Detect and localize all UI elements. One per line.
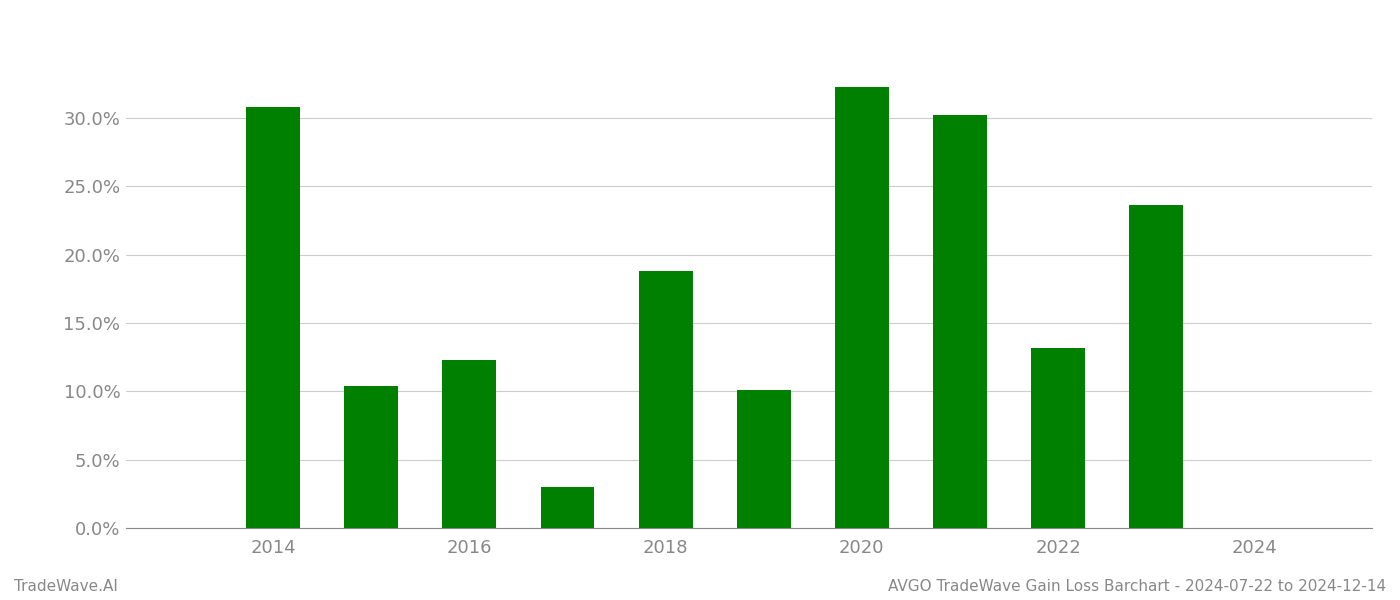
Bar bbox=[1130, 205, 1183, 528]
Bar bbox=[540, 487, 595, 528]
Text: TradeWave.AI: TradeWave.AI bbox=[14, 579, 118, 594]
Bar bbox=[834, 86, 889, 528]
Bar bbox=[736, 390, 791, 528]
Bar bbox=[442, 360, 497, 528]
Bar bbox=[638, 271, 693, 528]
Text: AVGO TradeWave Gain Loss Barchart - 2024-07-22 to 2024-12-14: AVGO TradeWave Gain Loss Barchart - 2024… bbox=[888, 579, 1386, 594]
Bar bbox=[932, 115, 987, 528]
Bar bbox=[1030, 347, 1085, 528]
Bar bbox=[246, 107, 300, 528]
Bar bbox=[344, 386, 398, 528]
